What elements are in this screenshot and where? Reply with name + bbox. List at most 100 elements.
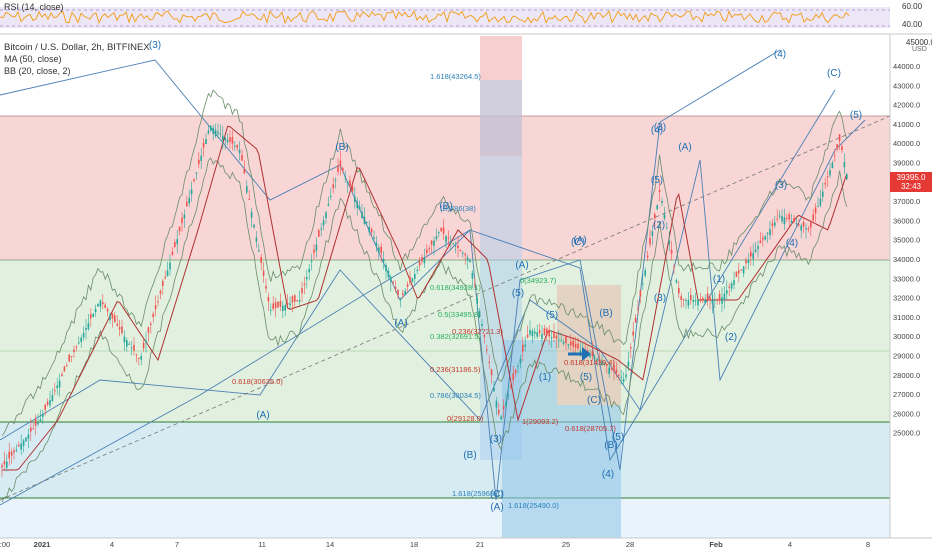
candle-body [783,217,786,225]
candle-body [183,214,186,219]
arrow-right-icon [568,347,591,361]
candle-body [505,402,507,407]
candle-body [519,358,522,364]
candle-body [543,328,546,335]
candle-body [514,370,517,374]
wave-label: (B) [439,201,452,212]
price-axis[interactable]: 44000.0 43000.0 42000.0 41000.0 40000.0 39000… [889,35,932,538]
candle-body [570,341,572,346]
fib-label: 0.618(31439.4) [564,358,615,367]
candle-body [202,142,205,148]
candle-body [447,237,450,239]
candle-body [279,301,282,307]
candle-body [49,400,51,406]
wave-label: (C) [490,489,504,500]
candle-body [579,350,582,355]
candle-body [757,246,759,250]
candle-body [836,144,838,149]
candle-body [788,214,790,220]
candle-body [817,206,819,207]
candle-body [594,357,596,359]
fib-label: 0.618(34928.1) [430,283,481,292]
candle-body [267,296,270,302]
candle-body [846,174,848,180]
candle-body [150,323,152,325]
price-tick-label: 43000.0 [893,81,920,90]
wave-label: (C) [571,237,585,248]
candle-body [558,339,560,341]
wave-label: (A) [515,260,528,271]
candle-body [728,286,730,288]
wave-label: (A) [256,410,269,421]
fib-label: 0.618(28705.7) [565,424,616,433]
candle-body [102,302,104,305]
candle-body [450,240,452,242]
wave-label: (3) [654,122,666,133]
candle-body [510,386,512,388]
candle-body [608,367,610,374]
candle-body [207,130,210,134]
candle-body [106,309,109,312]
candle-body [625,374,627,378]
candle-body [495,400,498,408]
candle-body [195,172,198,174]
candle-body [226,139,229,143]
candle-body [538,330,541,334]
candle-body [85,328,87,330]
candle-body [301,287,303,294]
candle-body [111,313,114,319]
candle-body [824,183,826,185]
candle-body [692,300,694,302]
candle-body [572,340,574,347]
candle-body [387,271,390,278]
candle-body [13,450,15,453]
candle-body [90,314,92,319]
candle-body [133,344,135,351]
price-tick-label: 27000.0 [893,390,920,399]
price-tick-label: 36000.0 [893,216,920,225]
candle-body [126,340,128,347]
fib-label: 0.786(30034.5) [430,391,481,400]
candle-body [656,205,658,210]
candle-body [488,361,490,363]
wave-label: (2) [653,220,665,231]
candle-body [524,344,526,347]
candle-body [435,236,438,240]
candle-body [330,196,332,198]
candle-body [241,154,243,161]
time-tick-label: 8 [866,540,870,549]
candle-body [764,235,766,240]
candle-body [229,137,231,142]
lower-zone [0,498,890,538]
candle-body [37,422,39,425]
candle-body [409,276,411,283]
candle-body [613,364,615,372]
candle-body [291,296,294,303]
candle-body [104,304,106,308]
candle-body [56,385,58,389]
candle-body [174,242,176,247]
wave-label: (3) [490,434,502,445]
fib-label: 1.618(25490.0) [508,501,559,510]
candle-body [322,220,325,226]
candle-body [325,212,327,218]
candle-body [61,374,63,376]
candle-body [478,311,481,317]
rsi-label: RSI (14, close) [4,2,64,12]
candle-body [162,280,164,286]
price-tick-label: 44000.0 [893,62,920,71]
candle-body [668,240,670,245]
candle-body [222,135,224,140]
candle-body [651,231,654,236]
candle-body [78,342,80,344]
time-tick-label: 4 [788,540,792,549]
time-axis[interactable]: :00 2021 4 7 11 14 18 21 25 28 Feb 4 8 [0,537,932,550]
rsi-line [0,10,850,25]
candle-body [54,390,56,392]
candle-body [404,290,406,295]
candle-body [517,366,519,367]
candle-body [97,304,99,307]
wave-label: (A) [678,142,691,153]
candle-body [469,260,471,263]
